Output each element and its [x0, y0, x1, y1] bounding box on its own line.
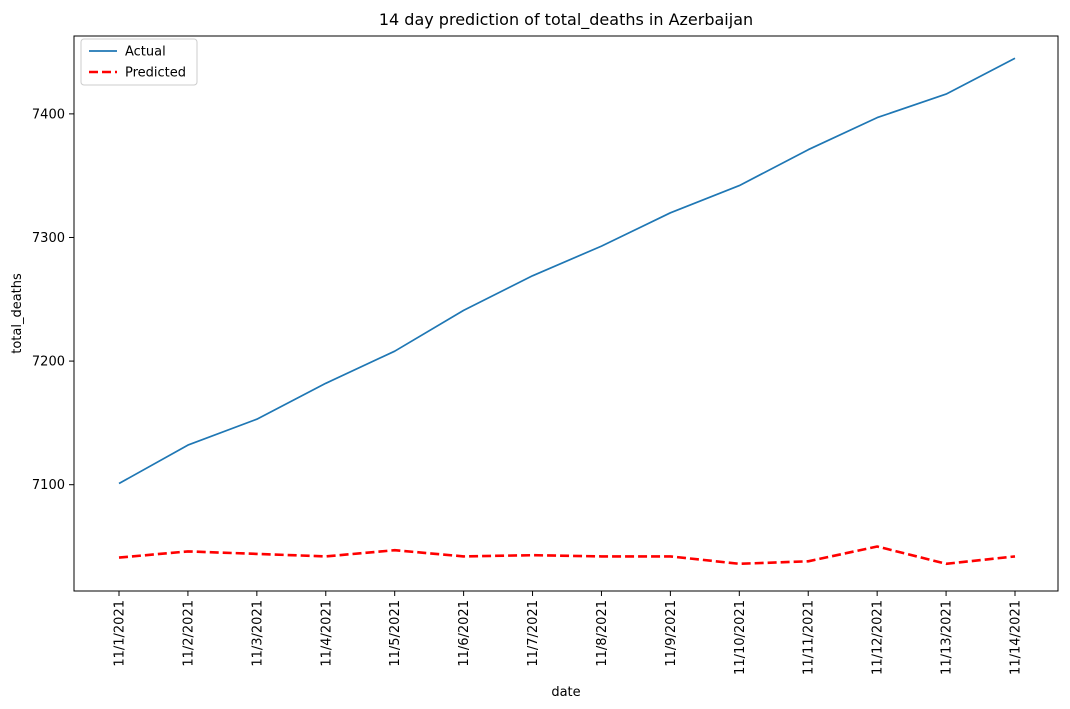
y-tick-label: 7200: [32, 355, 65, 370]
y-axis: 7100 7200 7300 7400: [32, 107, 74, 493]
y-tick-label: 7300: [32, 231, 65, 246]
y-axis-label: total_deaths: [10, 273, 25, 354]
x-tick-label: 11/8/2021: [595, 600, 610, 667]
x-tick-label: 11/12/2021: [871, 600, 886, 675]
series-line-actual: [118, 57, 1016, 485]
series-line-predicted: [118, 545, 1016, 566]
x-axis-label: date: [551, 685, 580, 700]
x-tick-label: 11/3/2021: [250, 600, 265, 667]
x-tick-label: 11/9/2021: [664, 600, 679, 667]
x-tick-label: 11/7/2021: [526, 600, 541, 667]
legend-label-predicted: Predicted: [125, 66, 186, 81]
x-axis: 11/1/2021 11/2/2021 11/3/2021 11/4/2021 11/5…: [113, 591, 1024, 675]
x-tick-label: 11/11/2021: [802, 600, 817, 675]
x-tick-label: 11/13/2021: [940, 600, 955, 675]
x-tick-label: 11/14/2021: [1009, 600, 1024, 675]
x-tick-label: 11/4/2021: [319, 600, 334, 667]
x-tick-label: 11/10/2021: [733, 600, 748, 675]
x-tick-label: 11/6/2021: [457, 600, 472, 667]
y-tick-label: 7100: [32, 478, 65, 493]
plot-area: [73, 35, 1059, 592]
chart-title: 14 day prediction of total_deaths in Aze…: [379, 10, 753, 30]
legend: Actual Predicted: [80, 38, 198, 86]
x-tick-label: 11/2/2021: [181, 600, 196, 667]
x-tick-label: 11/1/2021: [113, 600, 128, 667]
x-tick-label: 11/5/2021: [388, 600, 403, 667]
plot-frame: [73, 35, 1059, 592]
legend-label-actual: Actual: [125, 45, 166, 60]
y-tick-label: 7400: [32, 107, 65, 122]
